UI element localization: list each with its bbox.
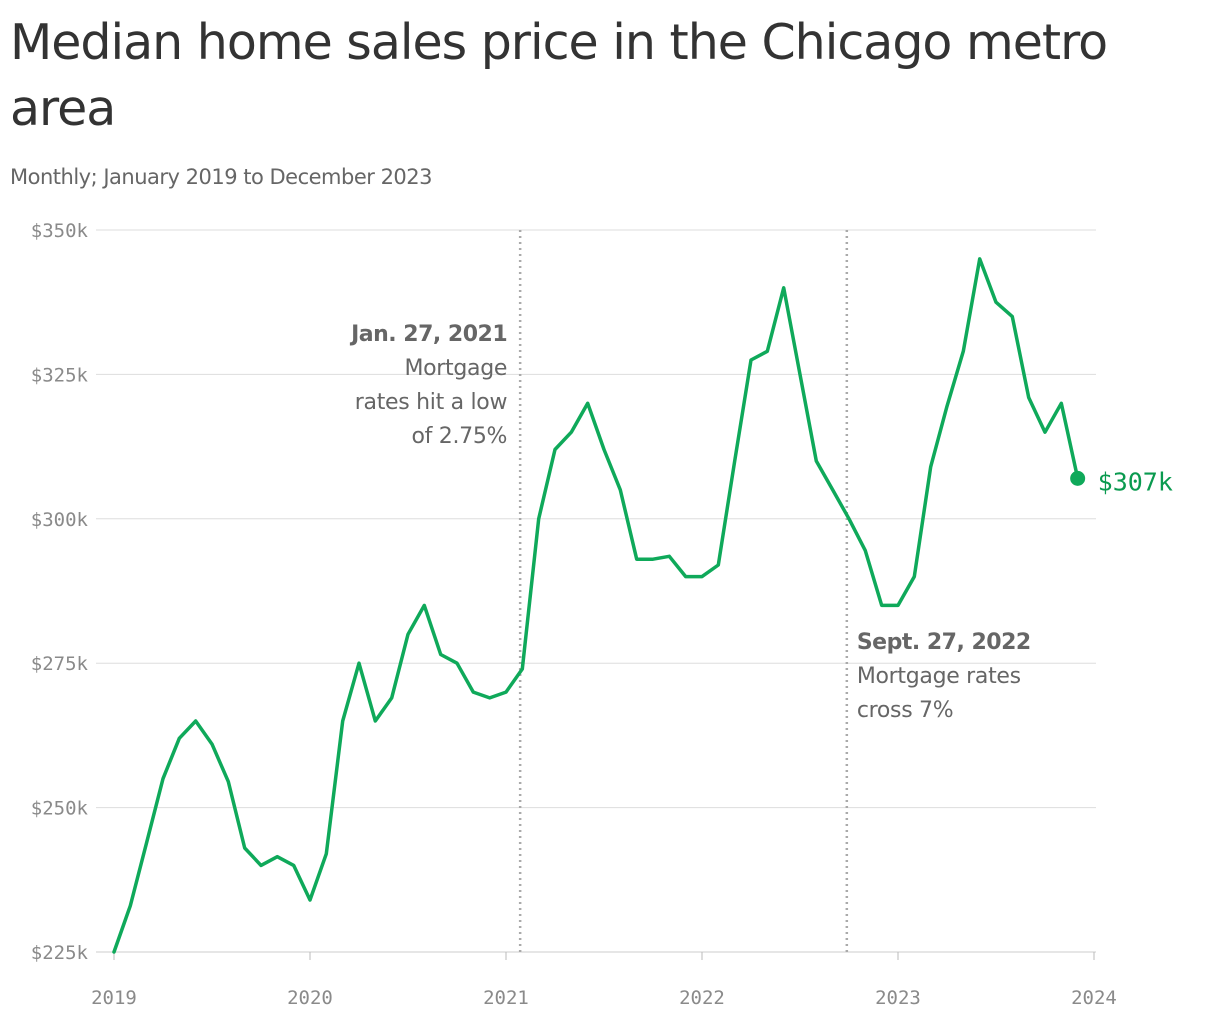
annotation-text: rates hit a low xyxy=(355,390,508,415)
x-axis-ticks: 2019 2020 2021 2022 2023 2024 xyxy=(91,952,1117,1009)
chart-subtitle: Monthly; January 2019 to December 2023 xyxy=(10,165,433,189)
annotation-text: of 2.75% xyxy=(411,424,507,449)
y-tick-label: $275k xyxy=(31,653,89,675)
y-tick-label: $350k xyxy=(31,220,89,242)
x-tick-label: 2022 xyxy=(679,987,725,1009)
chart-title: Median home sales price in the Chicago m… xyxy=(10,14,1108,137)
annotations: Jan. 27, 2021 Mortgage rates hit a low of 2… xyxy=(349,230,1031,952)
annotation-text: Mortgage rates xyxy=(857,664,1021,689)
y-tick-label: $300k xyxy=(31,509,89,531)
x-tick-label: 2020 xyxy=(287,987,333,1009)
y-axis-ticks: $225k $250k $275k $300k $325k $350k xyxy=(31,220,89,964)
x-tick-label: 2021 xyxy=(483,987,529,1009)
series-line xyxy=(112,257,1080,954)
x-tick-label: 2019 xyxy=(91,987,137,1009)
y-tick-label: $250k xyxy=(31,798,89,820)
y-tick-label: $325k xyxy=(31,364,89,386)
annotation-text: Mortgage xyxy=(404,356,507,381)
annotation-date: Jan. 27, 2021 xyxy=(349,322,507,347)
annotation-text: cross 7% xyxy=(857,698,954,723)
y-tick-label: $225k xyxy=(31,942,89,964)
gridlines xyxy=(96,229,1096,953)
end-value-label: $307k xyxy=(1098,467,1173,496)
x-tick-label: 2024 xyxy=(1071,987,1117,1009)
x-tick-label: 2023 xyxy=(875,987,921,1009)
annotation-date: Sept. 27, 2022 xyxy=(857,630,1031,655)
series: $307k xyxy=(112,257,1173,954)
end-point xyxy=(1070,470,1086,486)
